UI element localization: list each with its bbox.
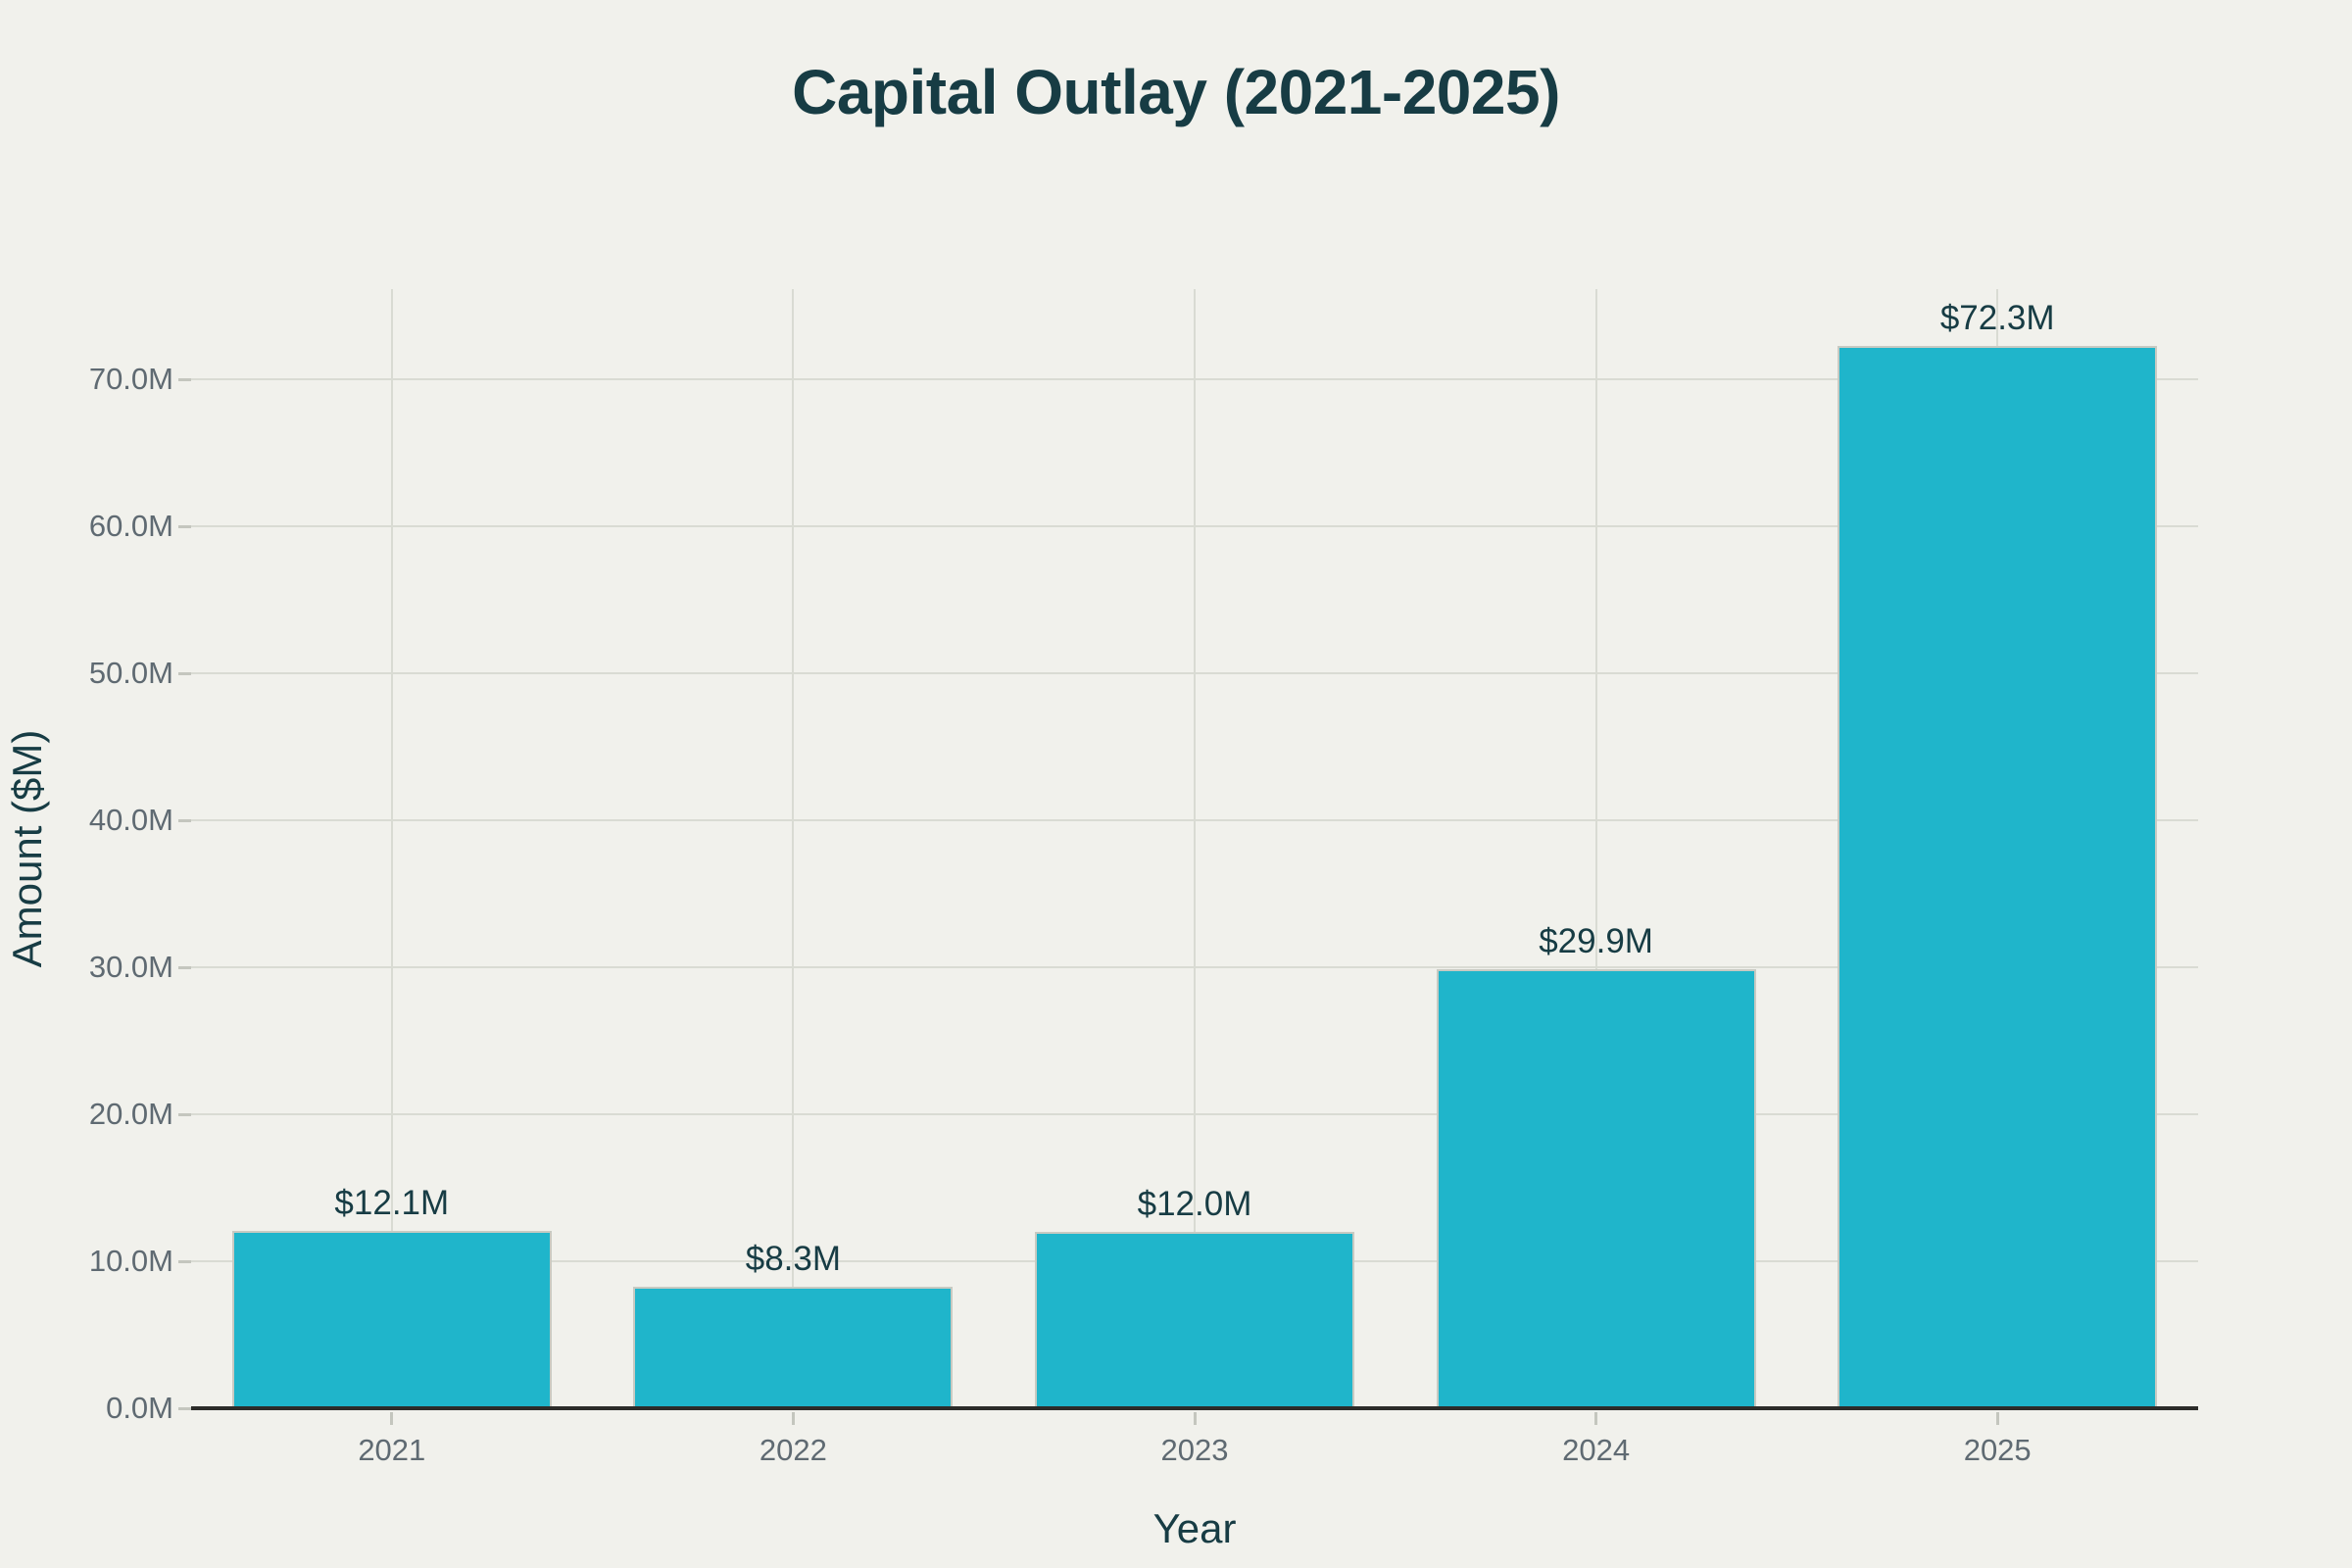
- y-tick-mark-60.0M: [178, 525, 191, 528]
- bar-value-label-2024: $29.9M: [1539, 921, 1653, 960]
- x-gridline-2023: [1194, 289, 1196, 1408]
- y-tick-label-40.0M: 40.0M: [88, 803, 173, 837]
- x-tick-label-2021: 2021: [358, 1433, 426, 1467]
- bar-value-label-2021: $12.1M: [334, 1183, 450, 1222]
- x-axis-title: Year: [1152, 1505, 1237, 1551]
- x-tick-label-2025: 2025: [1963, 1433, 2032, 1467]
- y-axis-title: Amount ($M): [4, 729, 50, 968]
- y-tick-label-20.0M: 20.0M: [88, 1097, 173, 1131]
- y-tick-mark-40.0M: [178, 819, 191, 822]
- x-tick-label-2023: 2023: [1160, 1433, 1229, 1467]
- x-tick-label-2022: 2022: [759, 1433, 827, 1467]
- x-axis-line: [191, 1406, 2198, 1410]
- bar-2021: [231, 1230, 552, 1408]
- x-gridline-2021: [390, 289, 393, 1408]
- chart-title: Capital Outlay (2021-2025): [792, 57, 1560, 127]
- x-tick-mark-2022: [791, 1412, 795, 1425]
- y-tick-mark-0.0M: [178, 1407, 191, 1410]
- x-tick-label-2024: 2024: [1562, 1433, 1631, 1467]
- bar-2023: [1035, 1232, 1354, 1408]
- y-tick-label-30.0M: 30.0M: [88, 950, 173, 984]
- bar-2024: [1436, 968, 1756, 1408]
- x-gridline-2024: [1594, 289, 1597, 1408]
- y-tick-label-60.0M: 60.0M: [88, 509, 173, 543]
- y-tick-label-70.0M: 70.0M: [88, 362, 173, 396]
- y-tick-mark-50.0M: [178, 672, 191, 675]
- bar-2025: [1838, 345, 2158, 1408]
- bar-value-label-2022: $8.3M: [745, 1239, 842, 1278]
- bar-value-label-2023: $12.0M: [1137, 1185, 1252, 1223]
- x-tick-mark-2025: [1995, 1412, 1999, 1425]
- y-tick-label-0.0M: 0.0M: [106, 1391, 173, 1425]
- y-tick-mark-10.0M: [178, 1260, 191, 1263]
- y-tick-mark-20.0M: [178, 1113, 191, 1116]
- bar-value-label-2025: $72.3M: [1939, 298, 2055, 337]
- x-tick-mark-2024: [1594, 1412, 1598, 1425]
- x-tick-mark-2023: [1193, 1412, 1197, 1425]
- x-gridline-2022: [792, 289, 795, 1408]
- y-tick-mark-70.0M: [178, 378, 191, 381]
- y-tick-mark-30.0M: [178, 966, 191, 969]
- bar-2022: [633, 1286, 954, 1408]
- y-tick-label-10.0M: 10.0M: [88, 1244, 173, 1278]
- y-tick-label-50.0M: 50.0M: [88, 656, 173, 690]
- x-tick-mark-2021: [390, 1412, 394, 1425]
